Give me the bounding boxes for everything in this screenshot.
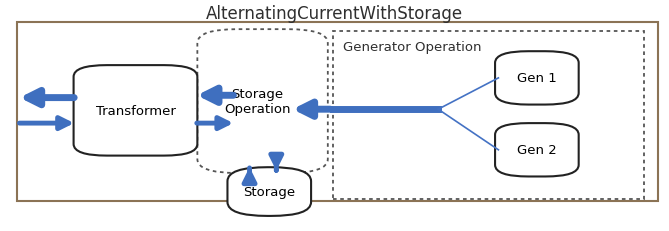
Text: AlternatingCurrentWithStorage: AlternatingCurrentWithStorage xyxy=(206,5,463,23)
Text: Storage: Storage xyxy=(244,185,295,198)
FancyBboxPatch shape xyxy=(495,52,579,105)
Text: Generator Operation: Generator Operation xyxy=(343,40,482,53)
Text: Transformer: Transformer xyxy=(96,104,175,117)
Text: Storage
Operation: Storage Operation xyxy=(224,88,291,116)
FancyBboxPatch shape xyxy=(74,66,197,156)
Text: Gen 2: Gen 2 xyxy=(517,144,557,157)
FancyBboxPatch shape xyxy=(495,124,579,177)
Text: Gen 1: Gen 1 xyxy=(517,72,557,85)
FancyBboxPatch shape xyxy=(17,23,658,201)
FancyBboxPatch shape xyxy=(227,167,311,216)
